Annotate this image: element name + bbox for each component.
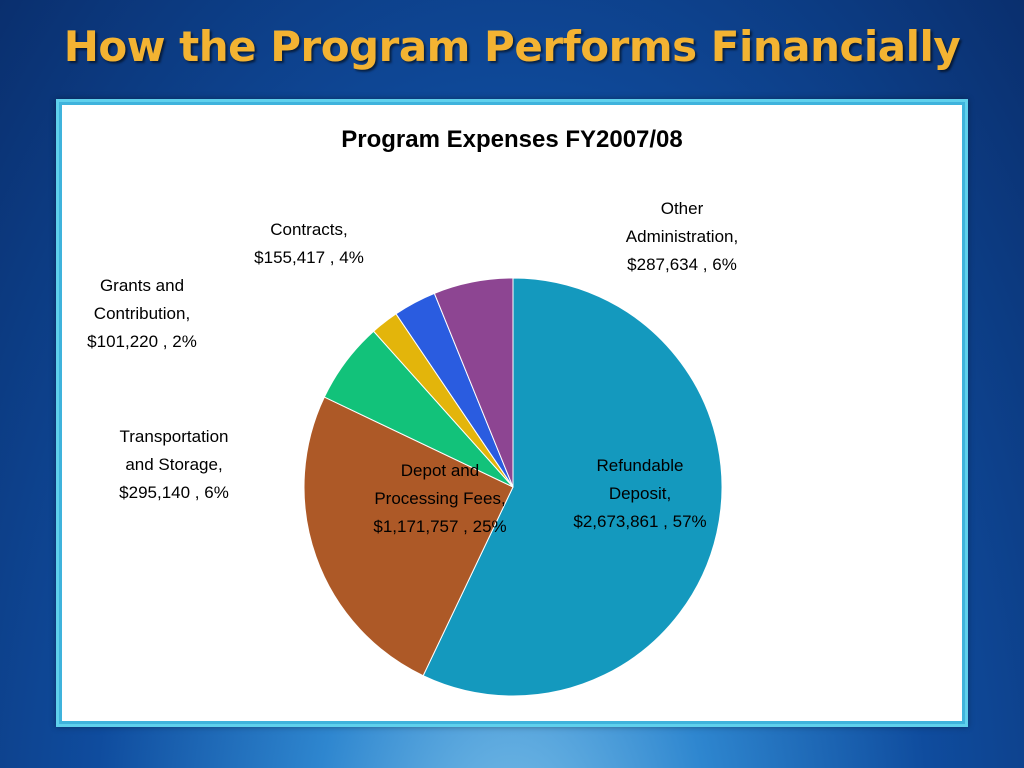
- slide-title: How the Program Performs Financially: [63, 22, 961, 71]
- slice-label-grants-and-contribution: Grants and Contribution, $101,220 , 2%: [87, 276, 197, 351]
- chart-title: Program Expenses FY2007/08: [341, 126, 683, 153]
- pie-chart: Program Expenses FY2007/08 Refundable Dep…: [87, 126, 738, 697]
- slice-label-other-administration: Other Administration, $287,634 , 6%: [626, 199, 738, 274]
- slice-label-line: $2,673,861 , 57%: [573, 512, 706, 531]
- slice-label-line: $101,220 , 2%: [87, 332, 197, 351]
- slice-label-line: Contracts,: [270, 220, 347, 239]
- pie-slice-other-administration: [433, 277, 514, 488]
- slice-label-line: and Storage,: [125, 455, 222, 474]
- slice-label-line: Deposit,: [609, 484, 671, 503]
- slice-label-depot-and-processing-fees: Depot and Processing Fees, $1,171,757 , 25…: [373, 461, 506, 536]
- slice-label-line: $155,417 , 4%: [254, 248, 364, 267]
- slice-label-line: Contribution,: [94, 304, 190, 323]
- slice-label-line: Depot and: [401, 461, 479, 480]
- chart-frame: Program Expenses FY2007/08 Refundable Dep…: [56, 99, 968, 727]
- slice-label-line: Grants and: [100, 276, 184, 295]
- slice-label-contracts: Contracts, $155,417 , 4%: [254, 220, 364, 267]
- slice-label-line: Administration,: [626, 227, 738, 246]
- slice-label-line: Other: [661, 199, 704, 218]
- pie-slice-depot-and-processing-fees: [303, 396, 514, 677]
- slice-label-line: Refundable: [597, 456, 684, 475]
- slice-label-refundable-deposit: Refundable Deposit, $2,673,861 , 57%: [573, 456, 706, 531]
- slice-label-line: $295,140 , 6%: [119, 483, 229, 502]
- slice-label-line: Transportation: [120, 427, 229, 446]
- chart-area: Program Expenses FY2007/08 Refundable Dep…: [62, 105, 962, 721]
- slice-label-line: $287,634 , 6%: [627, 255, 737, 274]
- slice-label-line: Processing Fees,: [374, 489, 505, 508]
- labels-group: Refundable Deposit, $2,673,861 , 57% Depot …: [87, 199, 738, 536]
- slices-group: [303, 277, 723, 697]
- pie-slice-refundable-deposit: [422, 277, 723, 697]
- slice-label-line: $1,171,757 , 25%: [373, 517, 506, 536]
- slice-label-transportation-and-storage: Transportation and Storage, $295,140 , 6%: [119, 427, 229, 502]
